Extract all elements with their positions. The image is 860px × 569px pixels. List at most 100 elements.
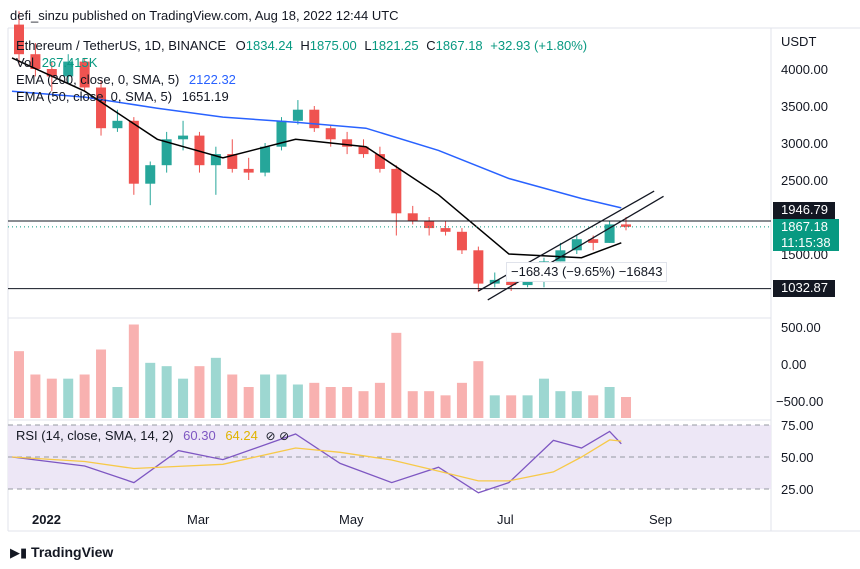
rsi-pane [8,424,771,494]
volume-bar [96,349,107,418]
ema200-value: 2122.32 [188,72,236,87]
time-label: May [339,512,364,527]
rsi-tick: 25.00 [781,482,814,497]
time-label: Jul [497,512,514,527]
candle-body [358,146,369,155]
price-tick: 3500.00 [781,99,828,114]
volume-bar [358,391,369,418]
price-tick: 4000.00 [781,62,828,77]
candle-body [161,139,172,166]
price-pane [11,11,632,292]
volume-bar [276,374,287,418]
volume-bar [161,366,172,418]
volume-legend[interactable]: Vol 267.415K [16,55,97,71]
ohlc-high-label: H [300,38,310,53]
candle-body [14,24,24,55]
price-tick: 3000.00 [781,136,828,151]
publisher-line: defi_sinzu published on TradingView.com,… [10,8,399,23]
rsi-label: RSI (14, close, SMA, 14, 2) [16,428,174,443]
candle-body [63,61,74,77]
volume-bar [588,395,599,418]
rsi-value: 60.30 [183,428,216,443]
candle-body [374,154,385,169]
rsi-legend[interactable]: RSI (14, close, SMA, 14, 2) 60.30 64.24 … [16,428,289,444]
volume-bar [325,387,336,418]
ema50-line [11,57,622,259]
hide-indicator-icon[interactable]: ⊘ [265,429,276,443]
volume-bar [210,357,221,418]
volume-bar [391,332,402,418]
rsi-tick: 75.00 [781,418,814,433]
hide-indicator-icon-2[interactable]: ⊘ [279,429,290,443]
volume-pane [14,324,632,418]
candle-body [194,135,205,166]
candle-body [621,224,632,227]
volume-tick: 500.00 [781,320,821,335]
resistance-price-tag: 1946.79 [773,202,835,219]
price-axis-currency: USDT [781,34,817,49]
rsi-sma-value: 64.24 [225,428,258,443]
candle-body [440,228,451,232]
volume-bar [621,397,632,418]
candle-body [128,120,139,184]
drawing-overlays [8,190,771,301]
ema200-legend[interactable]: EMA (200, close, 0, SMA, 5) 2122.32 [16,72,236,88]
tradingview-logo[interactable]: ▶▮ TradingView [10,544,113,561]
rsi-line [11,430,622,494]
wedge-lower-trendline [487,195,664,301]
ema200-label: EMA (200, close, 0, SMA, 5) [16,72,180,87]
volume-bar [522,395,533,418]
rsi-tick: 50.00 [781,450,814,465]
candle-body [588,239,599,243]
volume-bar [571,391,582,418]
time-label-year: 2022 [32,512,61,527]
symbol-legend[interactable]: Ethereum / TetherUS, 1D, BINANCE O1834.2… [16,38,587,54]
volume-value: 267.415K [41,55,98,70]
volume-bar [407,391,418,418]
volume-bar [342,387,353,418]
support-price-tag: 1032.87 [773,280,835,297]
candle-body [243,168,254,173]
candle-body [79,61,90,88]
volume-bar [440,395,451,418]
volume-bar [473,361,484,418]
candle-body [391,168,402,214]
ema50-label: EMA (50, close, 0, SMA, 5) [16,89,173,104]
ohlc-open-label: O [235,38,246,53]
ohlc-low-label: L [364,38,372,53]
candle-body [456,231,467,251]
volume-bar [128,324,139,418]
ohlc-close-label: C [426,38,436,53]
candle-body [112,120,123,129]
candle-body [210,154,221,166]
candle-body [227,154,238,169]
candle-body [292,109,303,121]
ema50-value: 1651.19 [181,89,229,104]
volume-bar [46,378,57,418]
candle-body [604,224,615,243]
volume-bar [79,374,90,418]
rsi-ma-line [11,439,622,482]
volume-bar [227,374,238,418]
volume-bar [424,391,435,418]
tv-logo-icon: ▶▮ [10,545,28,560]
last-price-value: 1867.18 [781,219,828,234]
volume-bar [178,378,189,418]
symbol-title: Ethereum / TetherUS, 1D, BINANCE [16,38,227,53]
volume-bar [63,378,74,418]
volume-bar [145,362,156,418]
volume-bar [243,387,254,418]
candle-body [424,220,435,229]
ema50-legend[interactable]: EMA (50, close, 0, SMA, 5) 1651.19 [16,89,229,105]
volume-bar [292,384,303,418]
volume-bar [30,374,41,418]
candle-body [325,128,336,140]
volume-bar [506,395,517,418]
price-range-measure-label[interactable]: −168.43 (−9.65%) −16843 [506,262,668,282]
volume-bar [309,382,320,418]
volume-tick: 0.00 [781,357,807,372]
volume-bar [112,387,123,418]
volume-label: Vol [16,55,35,70]
candle-body [555,250,566,262]
